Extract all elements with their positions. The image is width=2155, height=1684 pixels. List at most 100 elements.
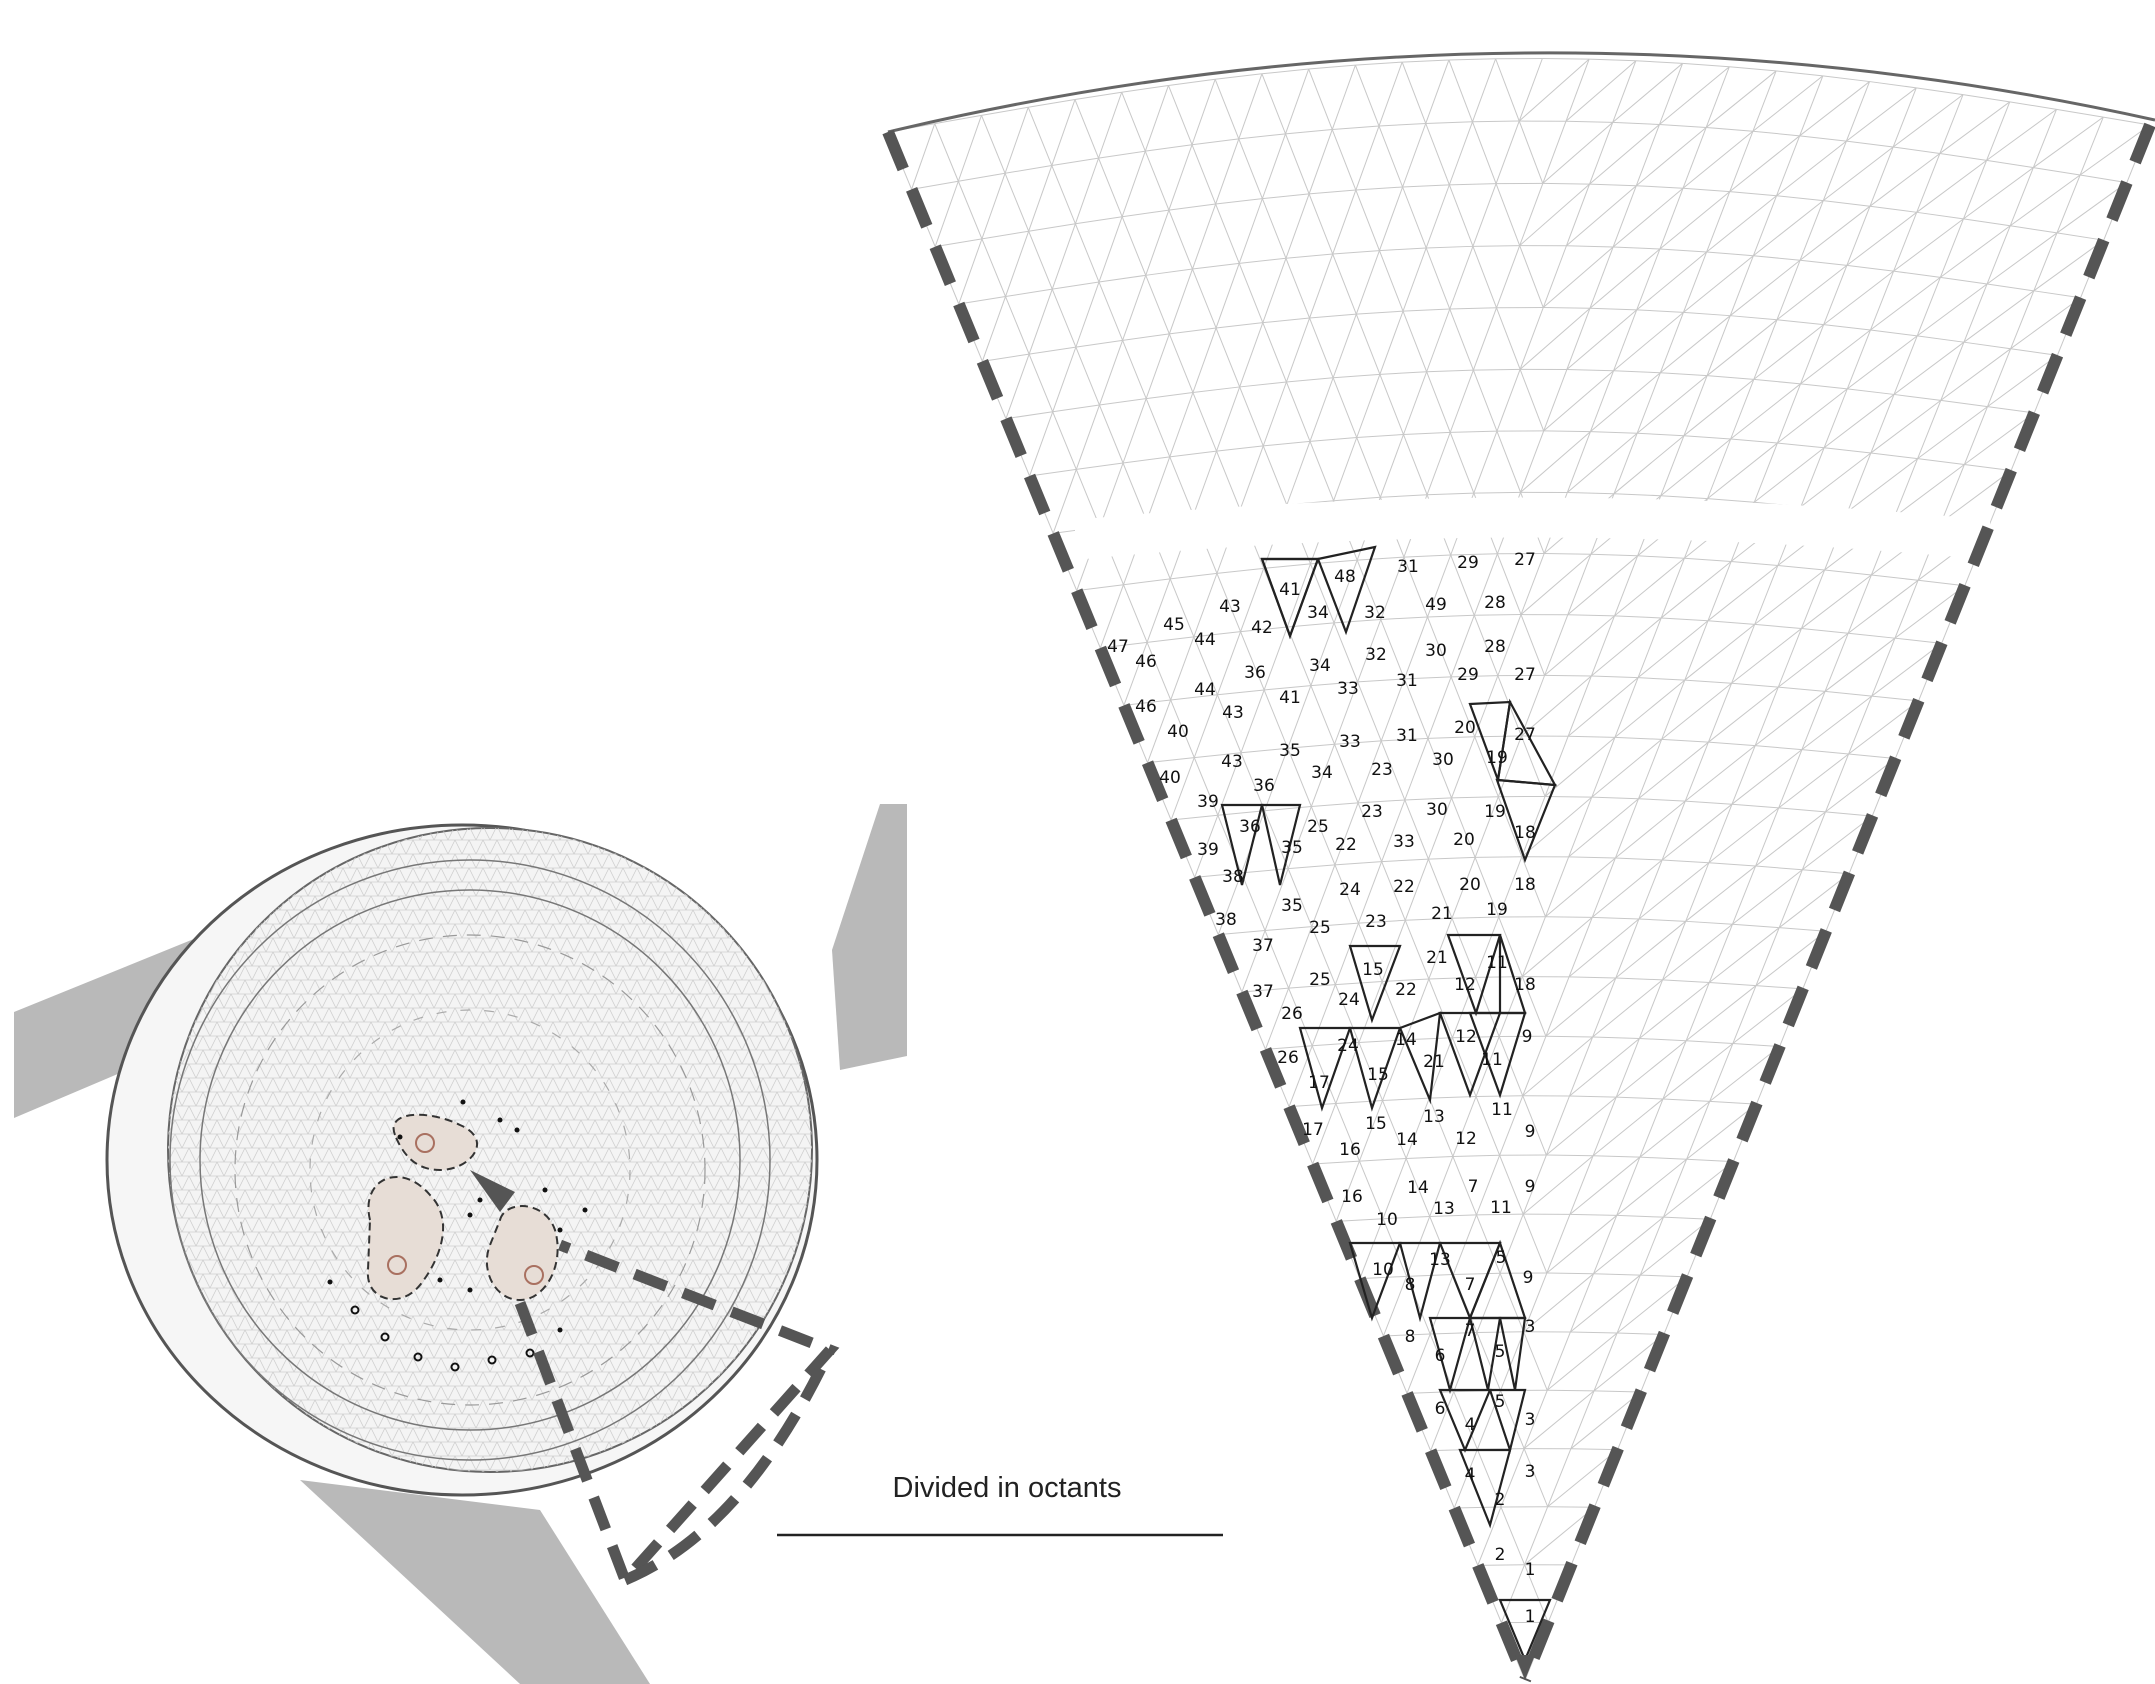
grid-line xyxy=(1753,255,1801,261)
grid-line xyxy=(1567,492,1615,495)
grid-line xyxy=(1822,75,1870,83)
grid-line xyxy=(1686,1158,1734,1163)
grid-line xyxy=(1401,61,1427,124)
grid-line xyxy=(1380,740,1406,801)
grid-line xyxy=(1500,1448,1525,1508)
tri-num: 9 xyxy=(1525,1177,1536,1197)
grid-line xyxy=(1825,758,1896,813)
grid-line xyxy=(1732,869,1803,925)
grid-line xyxy=(1778,753,1849,809)
grid-line xyxy=(1753,442,1778,503)
grid-line xyxy=(1569,976,1616,979)
grid-line xyxy=(1123,699,1171,706)
grid-line xyxy=(1892,87,1917,148)
grid-line xyxy=(1334,864,1359,924)
grid-line xyxy=(1639,1037,1687,1042)
grid-line xyxy=(1263,626,1288,691)
grid-line xyxy=(1451,796,1499,799)
grid-line xyxy=(1217,872,1242,935)
grid-line xyxy=(1425,59,1450,124)
grid-line xyxy=(1916,277,1941,337)
grid-line xyxy=(1708,862,1756,867)
grid-line xyxy=(1285,68,1310,135)
grid-line xyxy=(1542,182,1590,185)
grid-line xyxy=(1518,58,1590,122)
grid-line xyxy=(1567,675,1592,737)
grid-line xyxy=(1240,626,1288,633)
grid-line xyxy=(1659,248,1707,253)
grid-line xyxy=(1427,614,1475,618)
grid-line xyxy=(1963,167,2034,220)
grid-line xyxy=(1893,270,1941,278)
tri-num: 12 xyxy=(1455,1027,1477,1047)
grid-line xyxy=(1029,411,1054,477)
grid-line xyxy=(1519,183,1590,246)
grid-line xyxy=(1380,556,1405,620)
grid-line xyxy=(1217,689,1265,696)
grid-line xyxy=(1684,679,1732,684)
grid-line xyxy=(1170,694,1218,701)
grid-line xyxy=(1473,553,1498,616)
grid-line xyxy=(1379,374,1404,435)
grid-line xyxy=(1405,978,1430,1040)
grid-line xyxy=(1382,1097,1430,1102)
grid-line xyxy=(1357,802,1383,862)
grid-line xyxy=(1778,749,1803,809)
grid-line xyxy=(1801,691,1826,750)
grid-line xyxy=(1450,615,1475,678)
grid-line xyxy=(1963,160,1988,220)
grid-line xyxy=(1403,554,1451,558)
grid-line xyxy=(1755,745,1802,751)
grid-line xyxy=(1475,1036,1500,1097)
grid-line xyxy=(1894,458,1919,517)
grid-line xyxy=(1427,738,1453,799)
tri-num: 43 xyxy=(1219,597,1241,617)
grid-line xyxy=(1615,920,1687,979)
grid-line xyxy=(1684,620,1709,681)
grid-line xyxy=(1662,1043,1734,1100)
grid-line xyxy=(1776,260,1801,320)
grid-line xyxy=(1429,1156,1454,1217)
tri-num: 19 xyxy=(1486,748,1508,768)
grid-line xyxy=(1524,1506,1595,1566)
road-band-bottom xyxy=(300,1480,650,1684)
grid-line xyxy=(1776,135,1801,196)
grid-line xyxy=(1590,431,1638,434)
grid-line xyxy=(1590,372,1661,432)
grid-line xyxy=(1216,573,1242,632)
grid-line xyxy=(1449,307,1497,310)
tri-num: 19 xyxy=(1484,802,1506,822)
grid-line xyxy=(1614,798,1639,859)
tri-num: 40 xyxy=(1167,722,1189,742)
grid-line xyxy=(1427,492,1474,496)
grid-line xyxy=(1964,464,2012,472)
grid-line xyxy=(1589,58,1636,62)
grid-line xyxy=(1685,985,1757,1042)
grid-line xyxy=(1241,930,1266,993)
grid-line xyxy=(1426,432,1451,495)
grid-line xyxy=(1262,381,1287,447)
grid-line xyxy=(1497,735,1522,797)
grid-line xyxy=(1121,150,1146,217)
grid-line xyxy=(1892,94,1964,148)
tri-num: 35 xyxy=(1281,896,1303,916)
grid-line xyxy=(1404,799,1429,860)
grid-line xyxy=(1428,1097,1454,1157)
grid-line xyxy=(1169,450,1217,458)
grid-line xyxy=(1288,864,1335,870)
tri-num: 20 xyxy=(1454,718,1476,738)
tri-num: 15 xyxy=(1367,1065,1389,1085)
grid-line xyxy=(1428,918,1453,980)
grid-line xyxy=(1709,1046,1780,1102)
tri-num: 27 xyxy=(1514,725,1536,745)
grid-line xyxy=(1776,70,1823,77)
grid-line xyxy=(1310,559,1358,565)
grid-line xyxy=(1497,796,1523,857)
grid-line xyxy=(1542,245,1567,308)
grid-line xyxy=(1355,125,1380,191)
grid-line xyxy=(1450,553,1498,556)
grid-line xyxy=(1963,290,2035,343)
grid-line xyxy=(1706,126,1753,132)
grid-line xyxy=(1685,800,1733,805)
tri-num: 29 xyxy=(1457,665,1479,685)
